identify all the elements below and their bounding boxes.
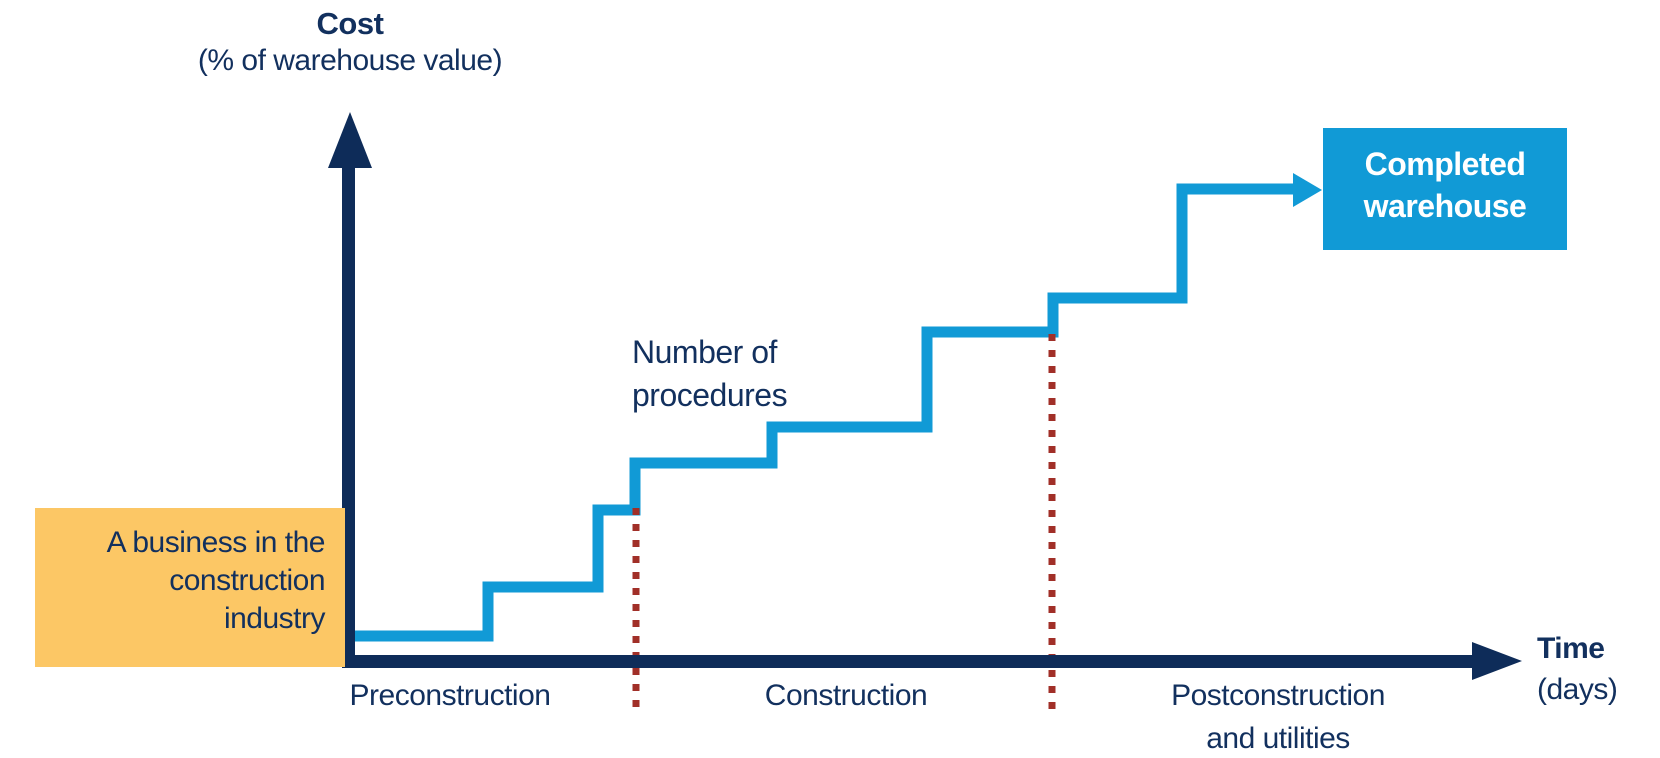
y-axis-arrowhead-icon [328,112,372,168]
procedures-annotation-line: Number of [632,334,777,370]
end-box-line: Completed [1364,146,1526,182]
start-box-business: A business in the construction industry [35,508,345,667]
phase-label-preconstruction: Preconstruction [349,679,551,712]
cost-step-line [350,183,1296,642]
start-box-line: industry [223,602,326,635]
x-axis-title: Time (days) [1537,629,1657,710]
step-line-arrowhead-icon [1293,173,1322,207]
x-axis-title-unit: (days) [1537,672,1618,706]
phase-label-postconstruction-line2: and utilities [1206,722,1350,755]
end-box-completed-warehouse: Completed warehouse [1323,128,1567,250]
phase-label-construction: Construction [764,679,928,712]
phase-label-postconstruction-line1: Postconstruction [1171,679,1385,712]
x-axis-arrowhead-icon [1472,642,1522,680]
x-axis-line [342,655,1474,668]
y-axis-title-unit: (% of warehouse value) [197,43,503,77]
procedures-annotation-line: procedures [632,377,788,413]
phase-label-postconstruction: Postconstruction and utilities [1103,674,1453,758]
procedures-annotation: Number of procedures [632,331,788,417]
y-axis-title: Cost (% of warehouse value) [140,6,560,78]
x-axis-title-main: Time [1537,632,1605,665]
y-axis-line [342,158,355,668]
start-box-line: A business in the [106,526,326,559]
y-axis-title-main: Cost [316,6,384,41]
start-box-line: construction [169,564,325,597]
end-box-line: warehouse [1363,188,1527,224]
